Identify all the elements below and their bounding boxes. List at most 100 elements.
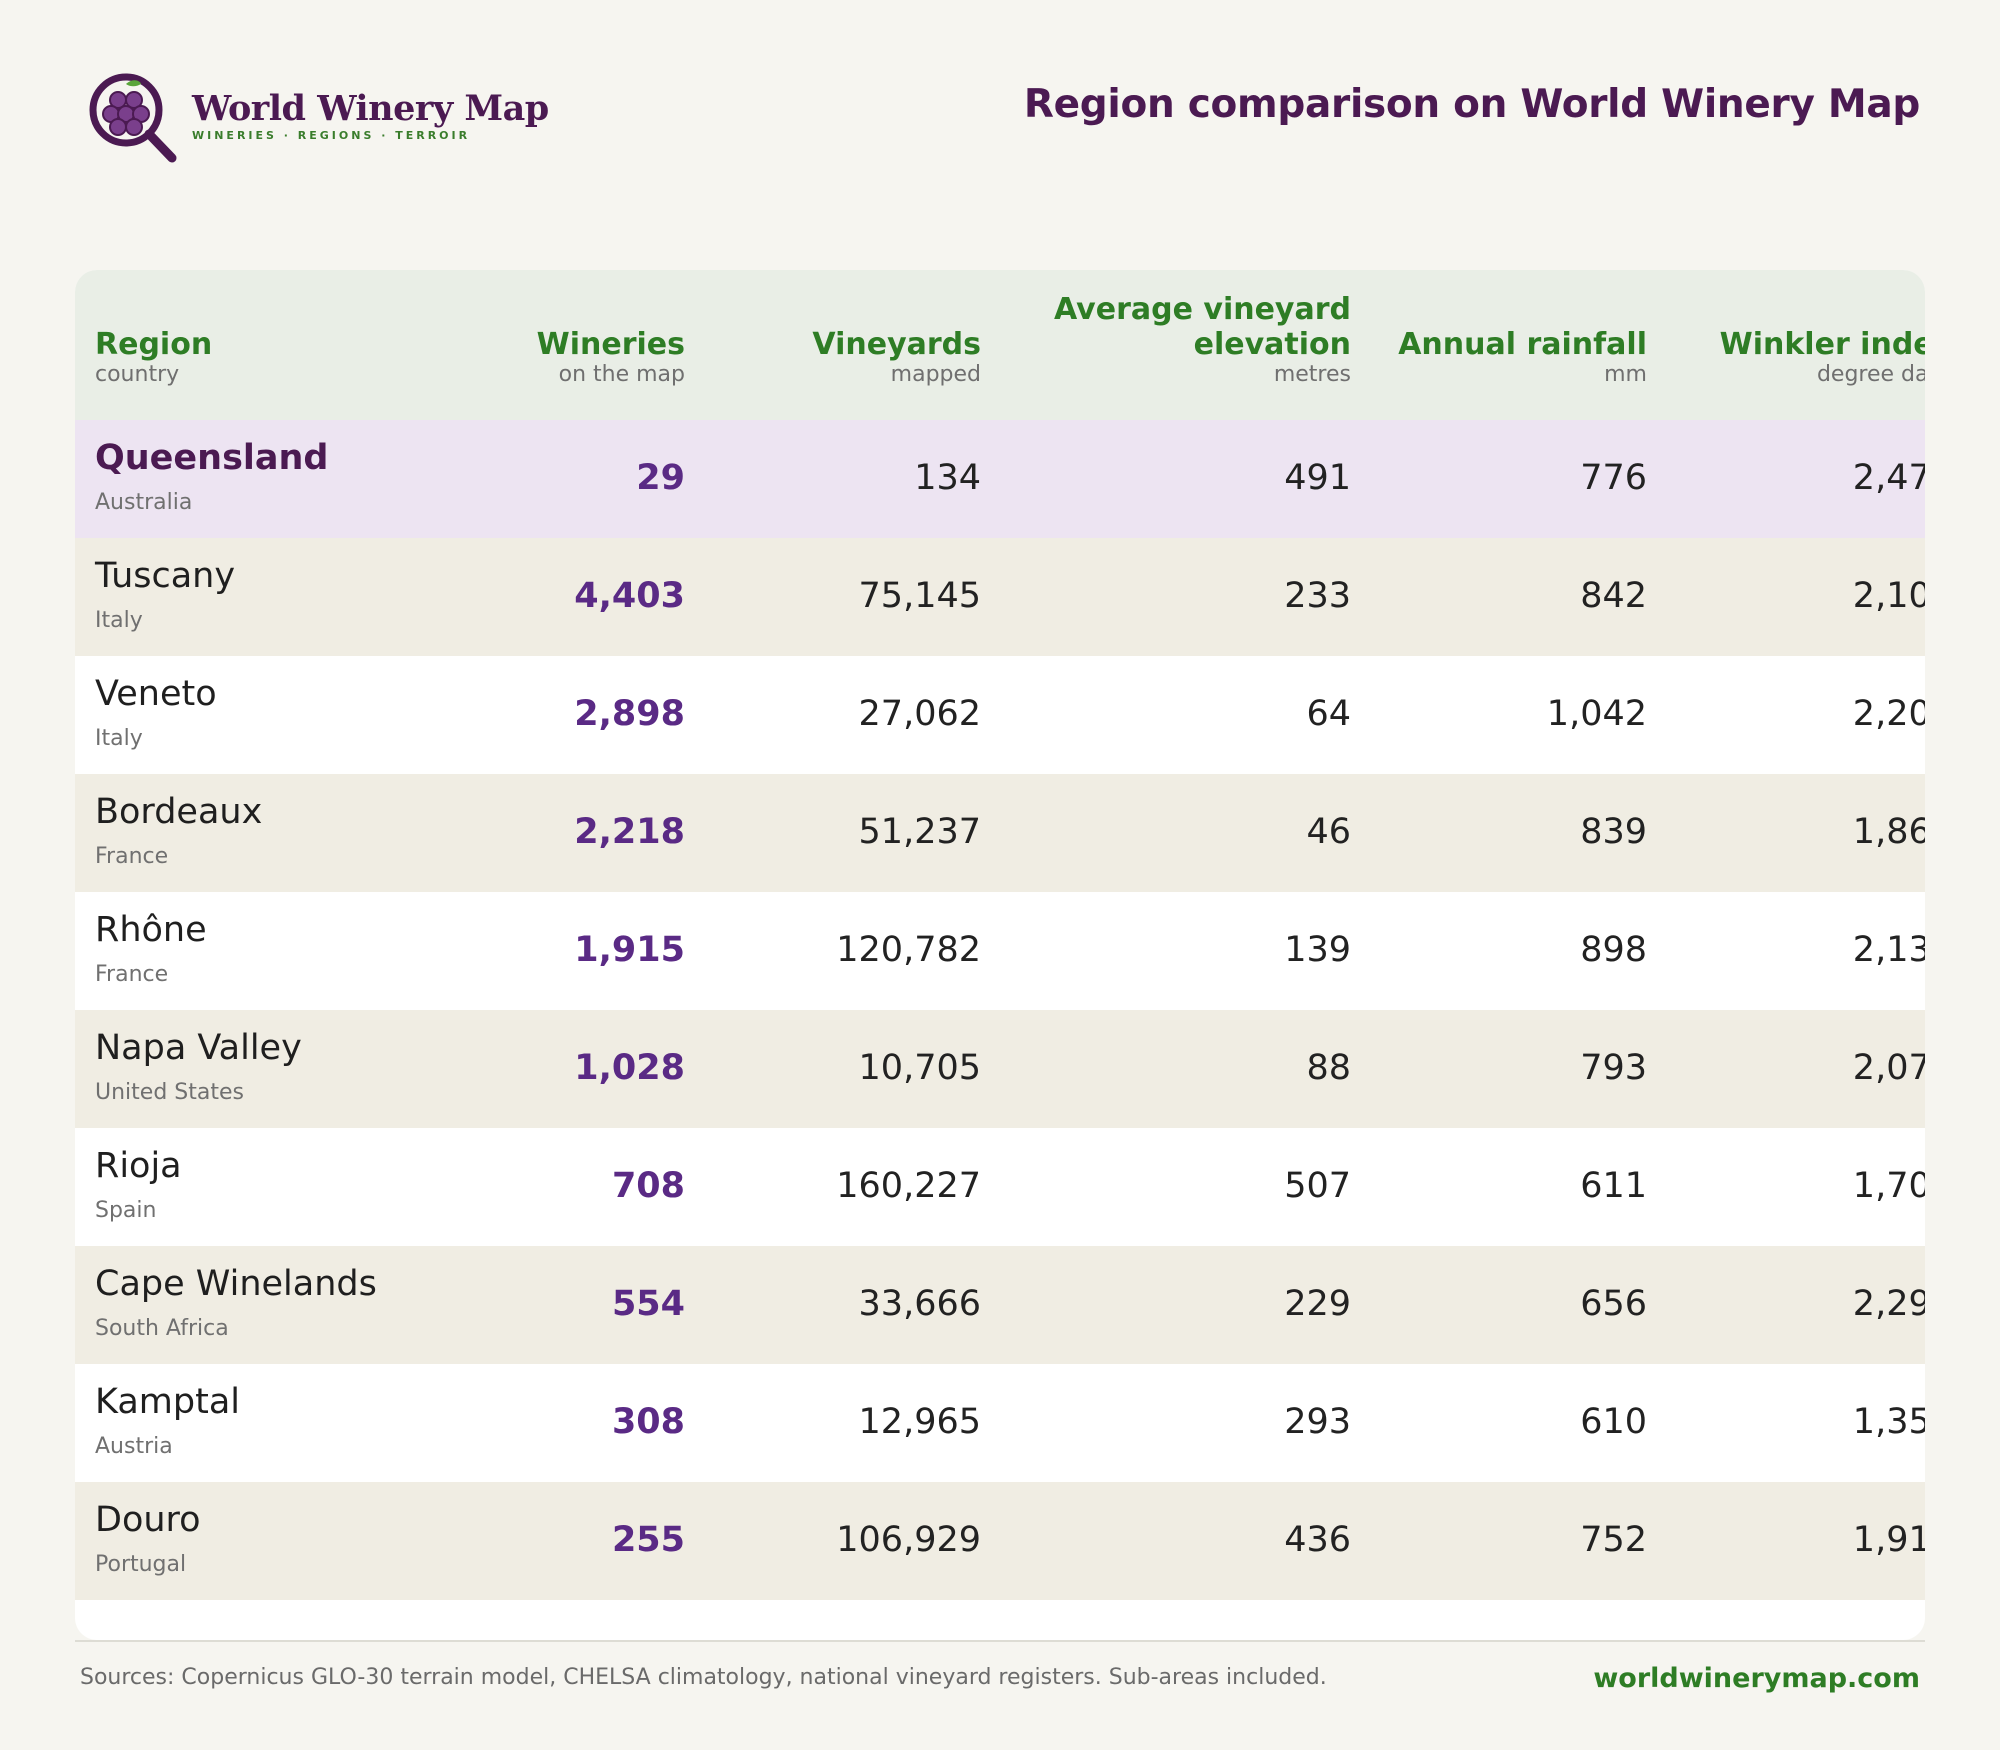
winkler-value: 2,470 bbox=[1852, 458, 1925, 498]
wineries-value: 255 bbox=[611, 1520, 685, 1560]
wineries-value: 1,028 bbox=[574, 1048, 685, 1088]
column-label: Wineries bbox=[536, 327, 685, 362]
rainfall-value: 1,042 bbox=[1546, 694, 1647, 734]
vineyards-value: 75,145 bbox=[858, 576, 981, 616]
column-header-wineries[interactable]: Wineries on the map bbox=[385, 270, 685, 420]
winkler-value: 2,109 bbox=[1852, 576, 1925, 616]
column-label: Annual rainfall bbox=[1398, 327, 1647, 362]
wineries-value: 308 bbox=[611, 1402, 685, 1442]
brand-tagline: WINERIES · REGIONS · TERROIR bbox=[192, 129, 471, 142]
rainfall-value: 898 bbox=[1580, 930, 1647, 970]
elevation-value: 293 bbox=[1284, 1402, 1351, 1442]
footer-divider bbox=[75, 1640, 1925, 1642]
region-name: Queensland bbox=[95, 438, 329, 478]
region-name: Bordeaux bbox=[95, 792, 263, 832]
logo[interactable]: World Winery Map WINERIES · REGIONS · TE… bbox=[86, 70, 549, 166]
elevation-value: 88 bbox=[1306, 1048, 1351, 1088]
site-link[interactable]: worldwinerymap.com bbox=[1593, 1663, 1920, 1694]
column-sublabel: on the map bbox=[558, 362, 685, 387]
table-row[interactable]: Queensland Australia 29 134 491 776 2,470 bbox=[75, 420, 1925, 538]
winkler-value: 1,918 bbox=[1852, 1520, 1925, 1560]
table-row[interactable]: Bordeaux France 2,218 51,237 46 839 1,861 bbox=[75, 774, 1925, 892]
elevation-value: 507 bbox=[1284, 1166, 1351, 1206]
vineyards-value: 106,929 bbox=[836, 1520, 981, 1560]
region-name: Kamptal bbox=[95, 1382, 240, 1422]
winkler-value: 1,358 bbox=[1852, 1402, 1925, 1442]
region-country: Austria bbox=[95, 1434, 173, 1459]
brand-name: World Winery Map bbox=[192, 88, 549, 129]
table-row[interactable]: Rioja Spain 708 160,227 507 611 1,708 bbox=[75, 1128, 1925, 1246]
region-name: Rhône bbox=[95, 910, 207, 950]
wineries-value: 29 bbox=[636, 458, 685, 498]
table-row[interactable]: Napa Valley United States 1,028 10,705 88 793… bbox=[75, 1010, 1925, 1128]
column-header-winkler[interactable]: Winkler index degree days bbox=[1653, 270, 1925, 420]
region-name: Cape Winelands bbox=[95, 1264, 377, 1304]
region-country: Italy bbox=[95, 608, 143, 633]
column-sublabel: mapped bbox=[890, 362, 981, 387]
comparison-table: Region country Wineries on the map Viney… bbox=[75, 270, 1925, 1640]
rainfall-value: 611 bbox=[1580, 1166, 1647, 1206]
wineries-value: 708 bbox=[611, 1166, 685, 1206]
table-row[interactable]: Rhône France 1,915 120,782 139 898 2,131 bbox=[75, 892, 1925, 1010]
region-country: Australia bbox=[95, 490, 193, 515]
table-row[interactable]: Tuscany Italy 4,403 75,145 233 842 2,109 bbox=[75, 538, 1925, 656]
sources-note: Sources: Copernicus GLO-30 terrain model… bbox=[80, 1665, 1327, 1690]
rainfall-value: 610 bbox=[1580, 1402, 1647, 1442]
winkler-value: 2,076 bbox=[1852, 1048, 1925, 1088]
rainfall-value: 793 bbox=[1580, 1048, 1647, 1088]
table-row[interactable]: Douro Portugal 255 106,929 436 752 1,918 bbox=[75, 1482, 1925, 1600]
elevation-value: 436 bbox=[1284, 1520, 1351, 1560]
column-sublabel: country bbox=[95, 362, 180, 387]
region-country: France bbox=[95, 844, 169, 869]
column-header-vineyards[interactable]: Vineyards mapped bbox=[685, 270, 981, 420]
vineyards-value: 160,227 bbox=[836, 1166, 981, 1206]
column-label: Vineyards bbox=[812, 327, 981, 362]
region-name: Veneto bbox=[95, 674, 217, 714]
elevation-value: 46 bbox=[1306, 812, 1351, 852]
region-country: France bbox=[95, 962, 169, 987]
column-header-elevation[interactable]: Average vineyard elevation metres bbox=[1031, 270, 1351, 420]
region-country: South Africa bbox=[95, 1316, 229, 1341]
grape-magnifier-icon bbox=[89, 73, 177, 163]
wineries-value: 4,403 bbox=[574, 576, 685, 616]
rainfall-value: 839 bbox=[1580, 812, 1647, 852]
page-title: Region comparison on World Winery Map bbox=[1023, 82, 1920, 127]
table-body: Queensland Australia 29 134 491 776 2,470 Tusca… bbox=[75, 420, 1925, 1600]
wineries-value: 1,915 bbox=[574, 930, 685, 970]
elevation-value: 233 bbox=[1284, 576, 1351, 616]
column-sublabel: metres bbox=[1273, 362, 1351, 387]
rainfall-value: 842 bbox=[1580, 576, 1647, 616]
region-country: Portugal bbox=[95, 1552, 187, 1577]
region-country: United States bbox=[95, 1080, 244, 1105]
column-sublabel: degree days bbox=[1816, 362, 1925, 387]
column-label: Average vineyard elevation bbox=[1054, 292, 1351, 362]
region-name: Rioja bbox=[95, 1146, 182, 1186]
region-name: Tuscany bbox=[95, 556, 236, 596]
elevation-value: 139 bbox=[1284, 930, 1351, 970]
elevation-value: 491 bbox=[1284, 458, 1351, 498]
column-label: Region bbox=[95, 327, 213, 362]
vineyards-value: 51,237 bbox=[858, 812, 981, 852]
table-row[interactable]: Cape Winelands South Africa 554 33,666 229 65… bbox=[75, 1246, 1925, 1364]
table-row[interactable]: Veneto Italy 2,898 27,062 64 1,042 2,200 bbox=[75, 656, 1925, 774]
rainfall-value: 656 bbox=[1580, 1284, 1647, 1324]
rainfall-value: 776 bbox=[1580, 458, 1647, 498]
winkler-value: 2,131 bbox=[1852, 930, 1925, 970]
table-row[interactable]: Kamptal Austria 308 12,965 293 610 1,358 bbox=[75, 1364, 1925, 1482]
brand: World Winery Map WINERIES · REGIONS · TE… bbox=[192, 88, 549, 142]
column-header-rainfall[interactable]: Annual rainfall mm bbox=[1347, 270, 1647, 420]
region-country: Spain bbox=[95, 1198, 157, 1223]
wineries-value: 554 bbox=[611, 1284, 685, 1324]
rainfall-value: 752 bbox=[1580, 1520, 1647, 1560]
region-country: Italy bbox=[95, 726, 143, 751]
region-name: Douro bbox=[95, 1500, 201, 1540]
column-header-region[interactable]: Region country bbox=[95, 270, 395, 420]
wineries-value: 2,218 bbox=[574, 812, 685, 852]
winkler-value: 2,299 bbox=[1852, 1284, 1925, 1324]
column-label: Winkler index bbox=[1719, 327, 1925, 362]
winkler-value: 1,708 bbox=[1852, 1166, 1925, 1206]
column-sublabel: mm bbox=[1604, 362, 1647, 387]
elevation-value: 64 bbox=[1306, 694, 1351, 734]
vineyards-value: 27,062 bbox=[858, 694, 981, 734]
vineyards-value: 12,965 bbox=[858, 1402, 981, 1442]
